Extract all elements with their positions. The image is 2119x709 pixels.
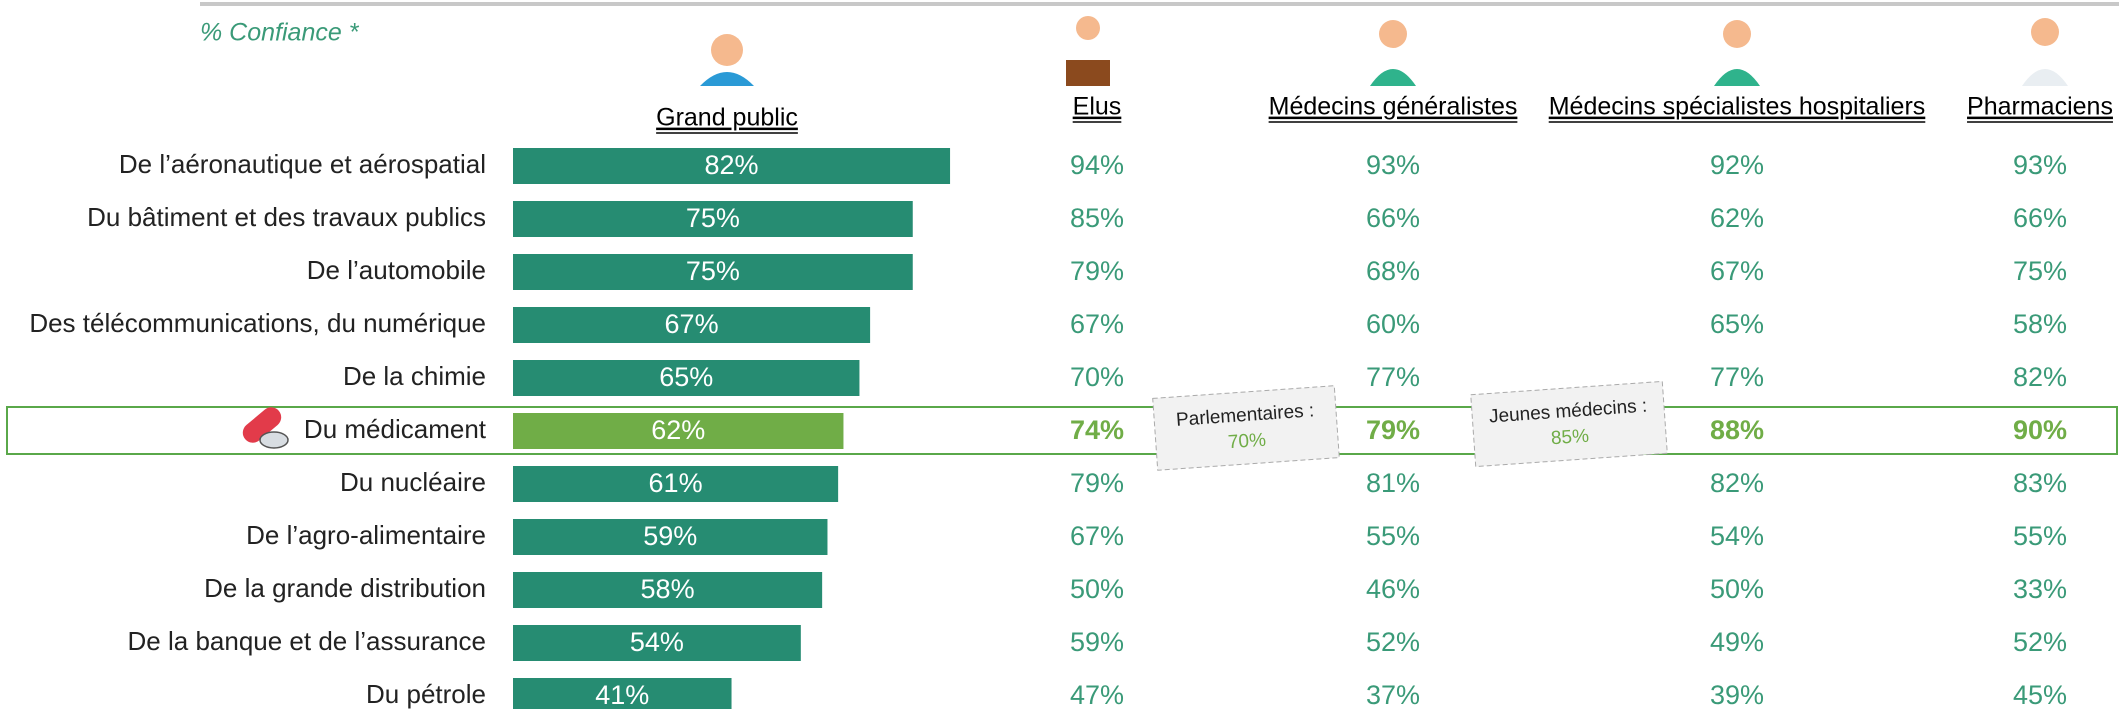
- cell-value: 37%: [1366, 680, 1420, 709]
- cell-value: 58%: [2013, 309, 2067, 339]
- cell-value: 85%: [1070, 203, 1124, 233]
- column-header: Médecins généralistes: [1269, 93, 1518, 121]
- body: {"chart_data": {"type": "bar", "subtitle…: [0, 0, 2119, 709]
- bar-value-label: 65%: [659, 362, 713, 392]
- column-header: Elus: [1073, 93, 1122, 121]
- bar-value-label: 82%: [705, 150, 759, 180]
- column-header: Médecins spécialistes hospitaliers: [1549, 93, 1926, 121]
- cell-value: 39%: [1710, 680, 1764, 709]
- annotation-value: 85%: [1550, 426, 1590, 450]
- cell-value: 47%: [1070, 680, 1124, 709]
- cell-value: 66%: [1366, 203, 1420, 233]
- bar-value-label: 54%: [630, 627, 684, 657]
- cell-value: 52%: [2013, 627, 2067, 657]
- category-label: Du bâtiment et des travaux publics: [87, 202, 486, 232]
- cell-value: 77%: [1366, 362, 1420, 392]
- bar-value-label: 58%: [641, 574, 695, 604]
- page: html, body { margin: 0; padding: 0; back…: [0, 0, 2119, 709]
- cell-value: 62%: [1710, 203, 1764, 233]
- category-label: Du médicament: [304, 414, 487, 444]
- cell-value: 74%: [1070, 415, 1124, 445]
- bar-value-label: 59%: [643, 521, 697, 551]
- bar-value-label: 61%: [649, 468, 703, 498]
- cell-value: 75%: [2013, 256, 2067, 286]
- category-label: Du nucléaire: [340, 467, 486, 497]
- bar-value-label: 62%: [651, 415, 705, 445]
- cell-value: 45%: [2013, 680, 2067, 709]
- cell-value: 79%: [1070, 468, 1124, 498]
- cell-value: 66%: [2013, 203, 2067, 233]
- cell-value: 54%: [1710, 521, 1764, 551]
- bar-value-label: 41%: [595, 680, 649, 709]
- annotation: Parlementaires :70%: [1153, 386, 1340, 471]
- cell-value: 49%: [1710, 627, 1764, 657]
- cell-value: 77%: [1710, 362, 1764, 392]
- cell-value: 70%: [1070, 362, 1124, 392]
- cell-value: 33%: [2013, 574, 2067, 604]
- cell-value: 59%: [1070, 627, 1124, 657]
- header-icons: [700, 16, 2068, 86]
- cell-value: 67%: [1710, 256, 1764, 286]
- cell-value: 46%: [1366, 574, 1420, 604]
- cell-value: 93%: [2013, 150, 2067, 180]
- cell-value: 93%: [1366, 150, 1420, 180]
- bar-value-label: 75%: [686, 256, 740, 286]
- bar-value-label: 67%: [665, 309, 719, 339]
- cell-value: 92%: [1710, 150, 1764, 180]
- category-label: De la grande distribution: [204, 573, 486, 603]
- category-label: De la banque et de l’assurance: [128, 626, 486, 656]
- cell-value: 55%: [2013, 521, 2067, 551]
- cell-value: 52%: [1366, 627, 1420, 657]
- cell-value: 82%: [1710, 468, 1764, 498]
- cell-value: 90%: [2013, 415, 2067, 445]
- pill-icon: [239, 403, 288, 448]
- cell-value: 79%: [1366, 415, 1420, 445]
- cell-value: 88%: [1710, 415, 1764, 445]
- annotation: Jeunes médecins :85%: [1471, 381, 1668, 466]
- chart: % Confiance * De l’aéronautique et aéros…: [0, 0, 2119, 709]
- cell-value: 82%: [2013, 362, 2067, 392]
- cell-value: 67%: [1070, 309, 1124, 339]
- cell-value: 50%: [1070, 574, 1124, 604]
- column-header: Grand public: [656, 104, 798, 132]
- cell-value: 60%: [1366, 309, 1420, 339]
- cell-value: 55%: [1366, 521, 1420, 551]
- cell-value: 81%: [1366, 468, 1420, 498]
- annotation-value: 70%: [1227, 430, 1267, 454]
- column-header: Pharmaciens: [1967, 93, 2113, 121]
- category-label: De l’aéronautique et aérospatial: [119, 149, 486, 179]
- category-label: Des télécommunications, du numérique: [29, 308, 486, 338]
- cell-value: 67%: [1070, 521, 1124, 551]
- category-label: De l’automobile: [307, 255, 486, 285]
- cell-value: 50%: [1710, 574, 1764, 604]
- cell-value: 65%: [1710, 309, 1764, 339]
- cell-value: 83%: [2013, 468, 2067, 498]
- category-label: Du pétrole: [366, 679, 486, 709]
- cell-value: 79%: [1070, 256, 1124, 286]
- category-label: De l’agro-alimentaire: [246, 520, 486, 550]
- category-label: De la chimie: [343, 361, 486, 391]
- cell-value: 94%: [1070, 150, 1124, 180]
- subtitle: % Confiance *: [200, 19, 360, 47]
- cell-value: 68%: [1366, 256, 1420, 286]
- bar-value-label: 75%: [686, 203, 740, 233]
